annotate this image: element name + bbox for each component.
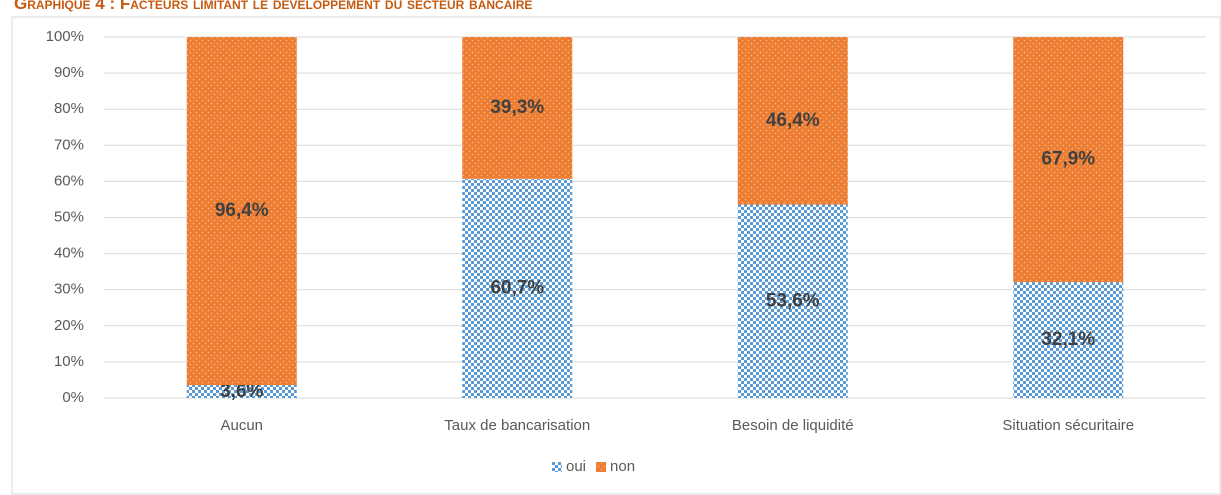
data-label: 96,4% bbox=[215, 200, 269, 221]
legend-label: oui bbox=[566, 458, 586, 475]
y-tick-label: 90% bbox=[54, 64, 84, 81]
legend-marker bbox=[596, 462, 607, 472]
data-label: 3,6% bbox=[220, 381, 263, 402]
bar-segment bbox=[737, 204, 848, 398]
x-tick-label: Taux de bancarisation bbox=[444, 417, 590, 434]
x-tick-label: Aucun bbox=[220, 417, 263, 434]
data-label: 32,1% bbox=[1041, 329, 1095, 350]
y-tick-label: 70% bbox=[54, 136, 84, 153]
legend-label: non bbox=[610, 458, 635, 475]
bar-segment bbox=[462, 178, 573, 398]
data-label: 53,6% bbox=[766, 290, 820, 311]
y-tick-label: 80% bbox=[54, 100, 84, 117]
y-tick-label: 0% bbox=[62, 389, 84, 406]
y-tick-label: 100% bbox=[46, 28, 84, 45]
x-tick-label: Besoin de liquidité bbox=[732, 417, 854, 434]
data-label: 39,3% bbox=[490, 97, 544, 118]
y-tick-label: 30% bbox=[54, 281, 84, 298]
y-tick-label: 20% bbox=[54, 317, 84, 334]
bar-segment bbox=[737, 37, 848, 205]
legend-marker bbox=[552, 462, 562, 472]
data-label: 46,4% bbox=[766, 110, 820, 131]
chart-title: Graphique 4 : Facteurs limitant le dével… bbox=[14, 0, 532, 13]
data-label: 60,7% bbox=[490, 277, 544, 298]
data-label: 67,9% bbox=[1041, 149, 1095, 170]
y-tick-label: 60% bbox=[54, 172, 84, 189]
bar-segment bbox=[1013, 37, 1124, 283]
bar-segment bbox=[462, 37, 573, 179]
y-tick-label: 40% bbox=[54, 245, 84, 262]
bar-segment bbox=[1013, 282, 1124, 398]
y-tick-label: 50% bbox=[54, 208, 84, 225]
x-tick-label: Situation sécuritaire bbox=[1002, 417, 1134, 434]
bar-segment bbox=[186, 37, 297, 386]
y-tick-label: 10% bbox=[54, 353, 84, 370]
bar-segment bbox=[186, 385, 297, 398]
